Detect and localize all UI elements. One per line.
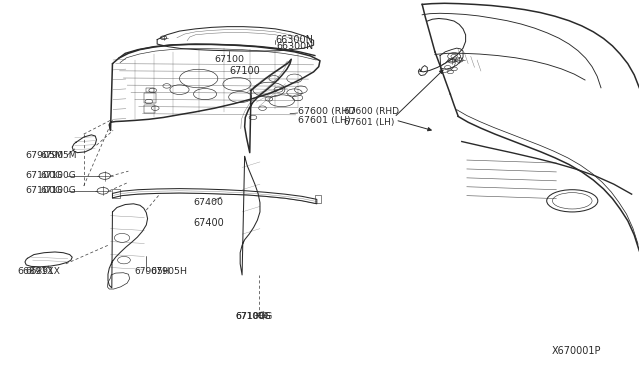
Bar [145,105,155,113]
Bar [145,93,156,103]
Text: 66891X: 66891X [25,267,60,276]
Text: 67100G: 67100G [25,171,62,180]
Text: 67100: 67100 [214,55,244,64]
Text: 67100G: 67100G [25,186,62,195]
Text: 67600 (RHD: 67600 (RHD [344,108,399,116]
Text: 66891X: 66891X [17,267,54,276]
Text: 67100G: 67100G [40,186,76,195]
Text: 67400: 67400 [193,198,223,207]
Text: 67905H: 67905H [135,267,170,276]
Text: 67905M: 67905M [40,151,77,160]
Text: 66300N: 66300N [276,42,314,51]
Text: 67100: 67100 [229,66,260,76]
Text: 67905M: 67905M [25,151,63,160]
Text: 67100G: 67100G [40,171,76,180]
Text: 67601 (LH): 67601 (LH) [344,118,395,127]
Text: 67600 (RHD: 67600 (RHD [298,108,355,116]
Text: X670001P: X670001P [552,346,601,356]
Text: 67100G: 67100G [236,312,271,321]
Text: 66300N: 66300N [275,35,314,45]
Bar [147,88,154,92]
Text: 67100G: 67100G [236,312,273,321]
Text: 67400: 67400 [193,218,224,228]
Text: 67905H: 67905H [151,267,188,276]
Text: 67601 (LH): 67601 (LH) [298,116,350,125]
